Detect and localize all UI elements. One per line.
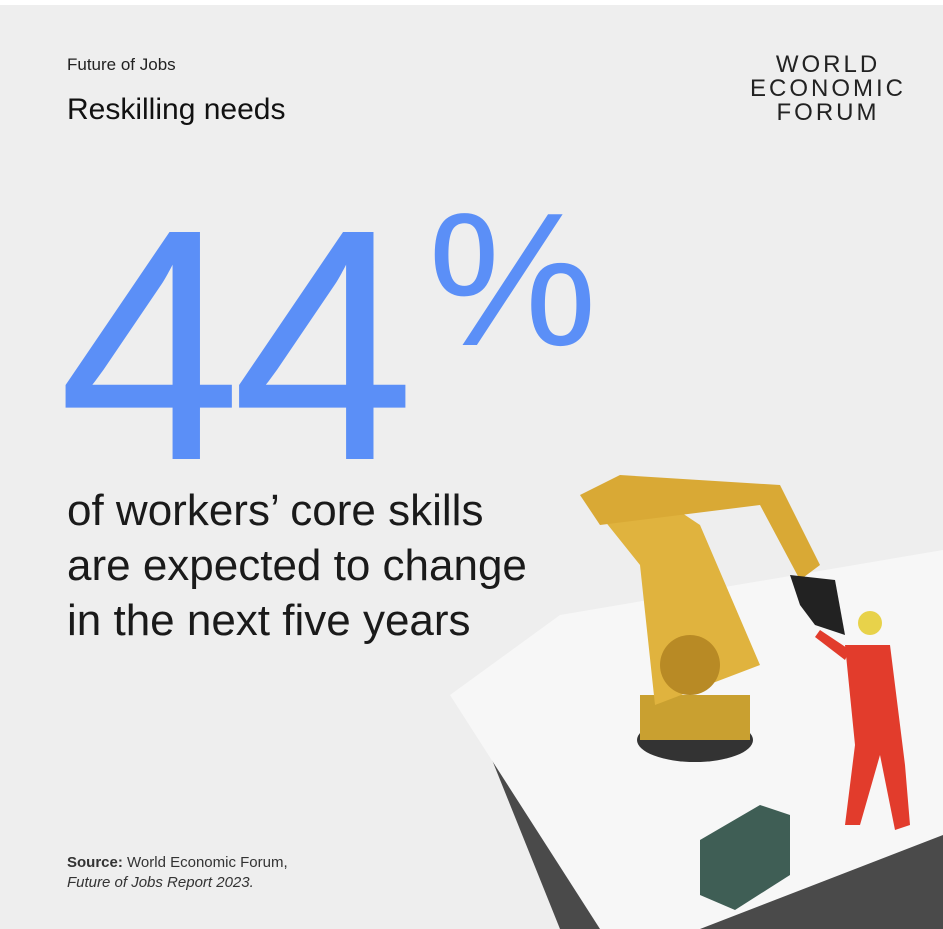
toolbox <box>700 805 790 910</box>
robot-joint <box>660 635 720 695</box>
description-line: in the next five years <box>67 596 471 645</box>
source-line: Source: World Economic Forum, <box>67 853 288 873</box>
title: Reskilling needs <box>67 93 286 126</box>
source: Source: World Economic Forum, Future of … <box>67 853 288 893</box>
robot-gripper <box>790 575 845 635</box>
illustration <box>450 475 943 929</box>
robot-lower-arm <box>600 485 760 705</box>
description-line: of workers’ core skills <box>67 486 484 535</box>
logo-line: WORLD <box>775 51 881 78</box>
description-line: are expected to change <box>67 541 527 590</box>
logo-line: ECONOMIC <box>750 75 906 102</box>
worker-helmet <box>858 611 882 635</box>
stat-unit: % <box>428 174 597 386</box>
source-text: World Economic Forum, <box>127 854 288 871</box>
worker-body <box>845 645 910 830</box>
stat-number: 44 <box>58 160 415 529</box>
source-label: Source: <box>67 854 123 871</box>
description: of workers’ core skills are expected to … <box>67 483 527 648</box>
source-report: Future of Jobs Report 2023. <box>67 874 254 891</box>
logo-line: FORUM <box>776 99 880 126</box>
kicker: Future of Jobs <box>67 55 176 74</box>
robot-upper-arm <box>580 475 820 580</box>
logo: WORLD ECONOMIC FORUM <box>748 53 908 125</box>
panel: Future of Jobs Reskilling needs WORLD EC… <box>0 5 943 929</box>
worker-arm <box>815 630 850 660</box>
